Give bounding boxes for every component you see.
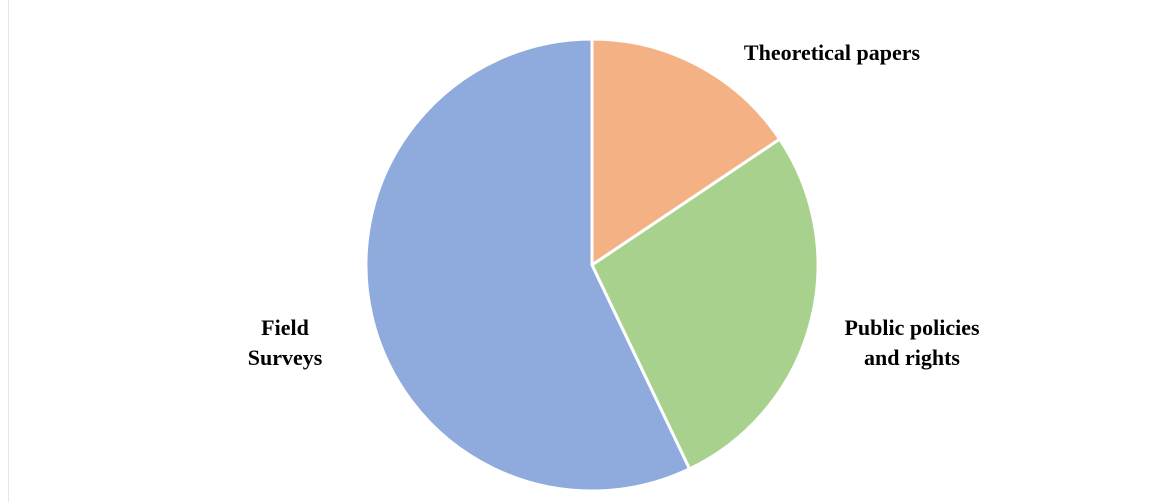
pie-slice-1 [590, 37, 782, 267]
pie-slice-label-1: Theoretical papers [744, 40, 921, 65]
pie-slice-label-line: Surveys [248, 345, 323, 370]
pie-labels: Theoretical papers Public policies and rig… [248, 40, 980, 370]
pie-slice-label-3: Field Surveys [248, 315, 323, 370]
pie-slice-3 [364, 37, 692, 493]
pie-slice-label-line: Field [261, 315, 309, 340]
pie-slices [364, 37, 820, 493]
pie-slice-label-line: Theoretical papers [744, 40, 921, 65]
chart-frame [8, 0, 1155, 502]
pie-slice-label-line: and rights [864, 345, 960, 370]
pie-slice-2 [590, 137, 820, 471]
pie-slice-label-2: Public policies and rights [844, 315, 980, 370]
pie-slice-label-line: Public policies [844, 315, 980, 340]
